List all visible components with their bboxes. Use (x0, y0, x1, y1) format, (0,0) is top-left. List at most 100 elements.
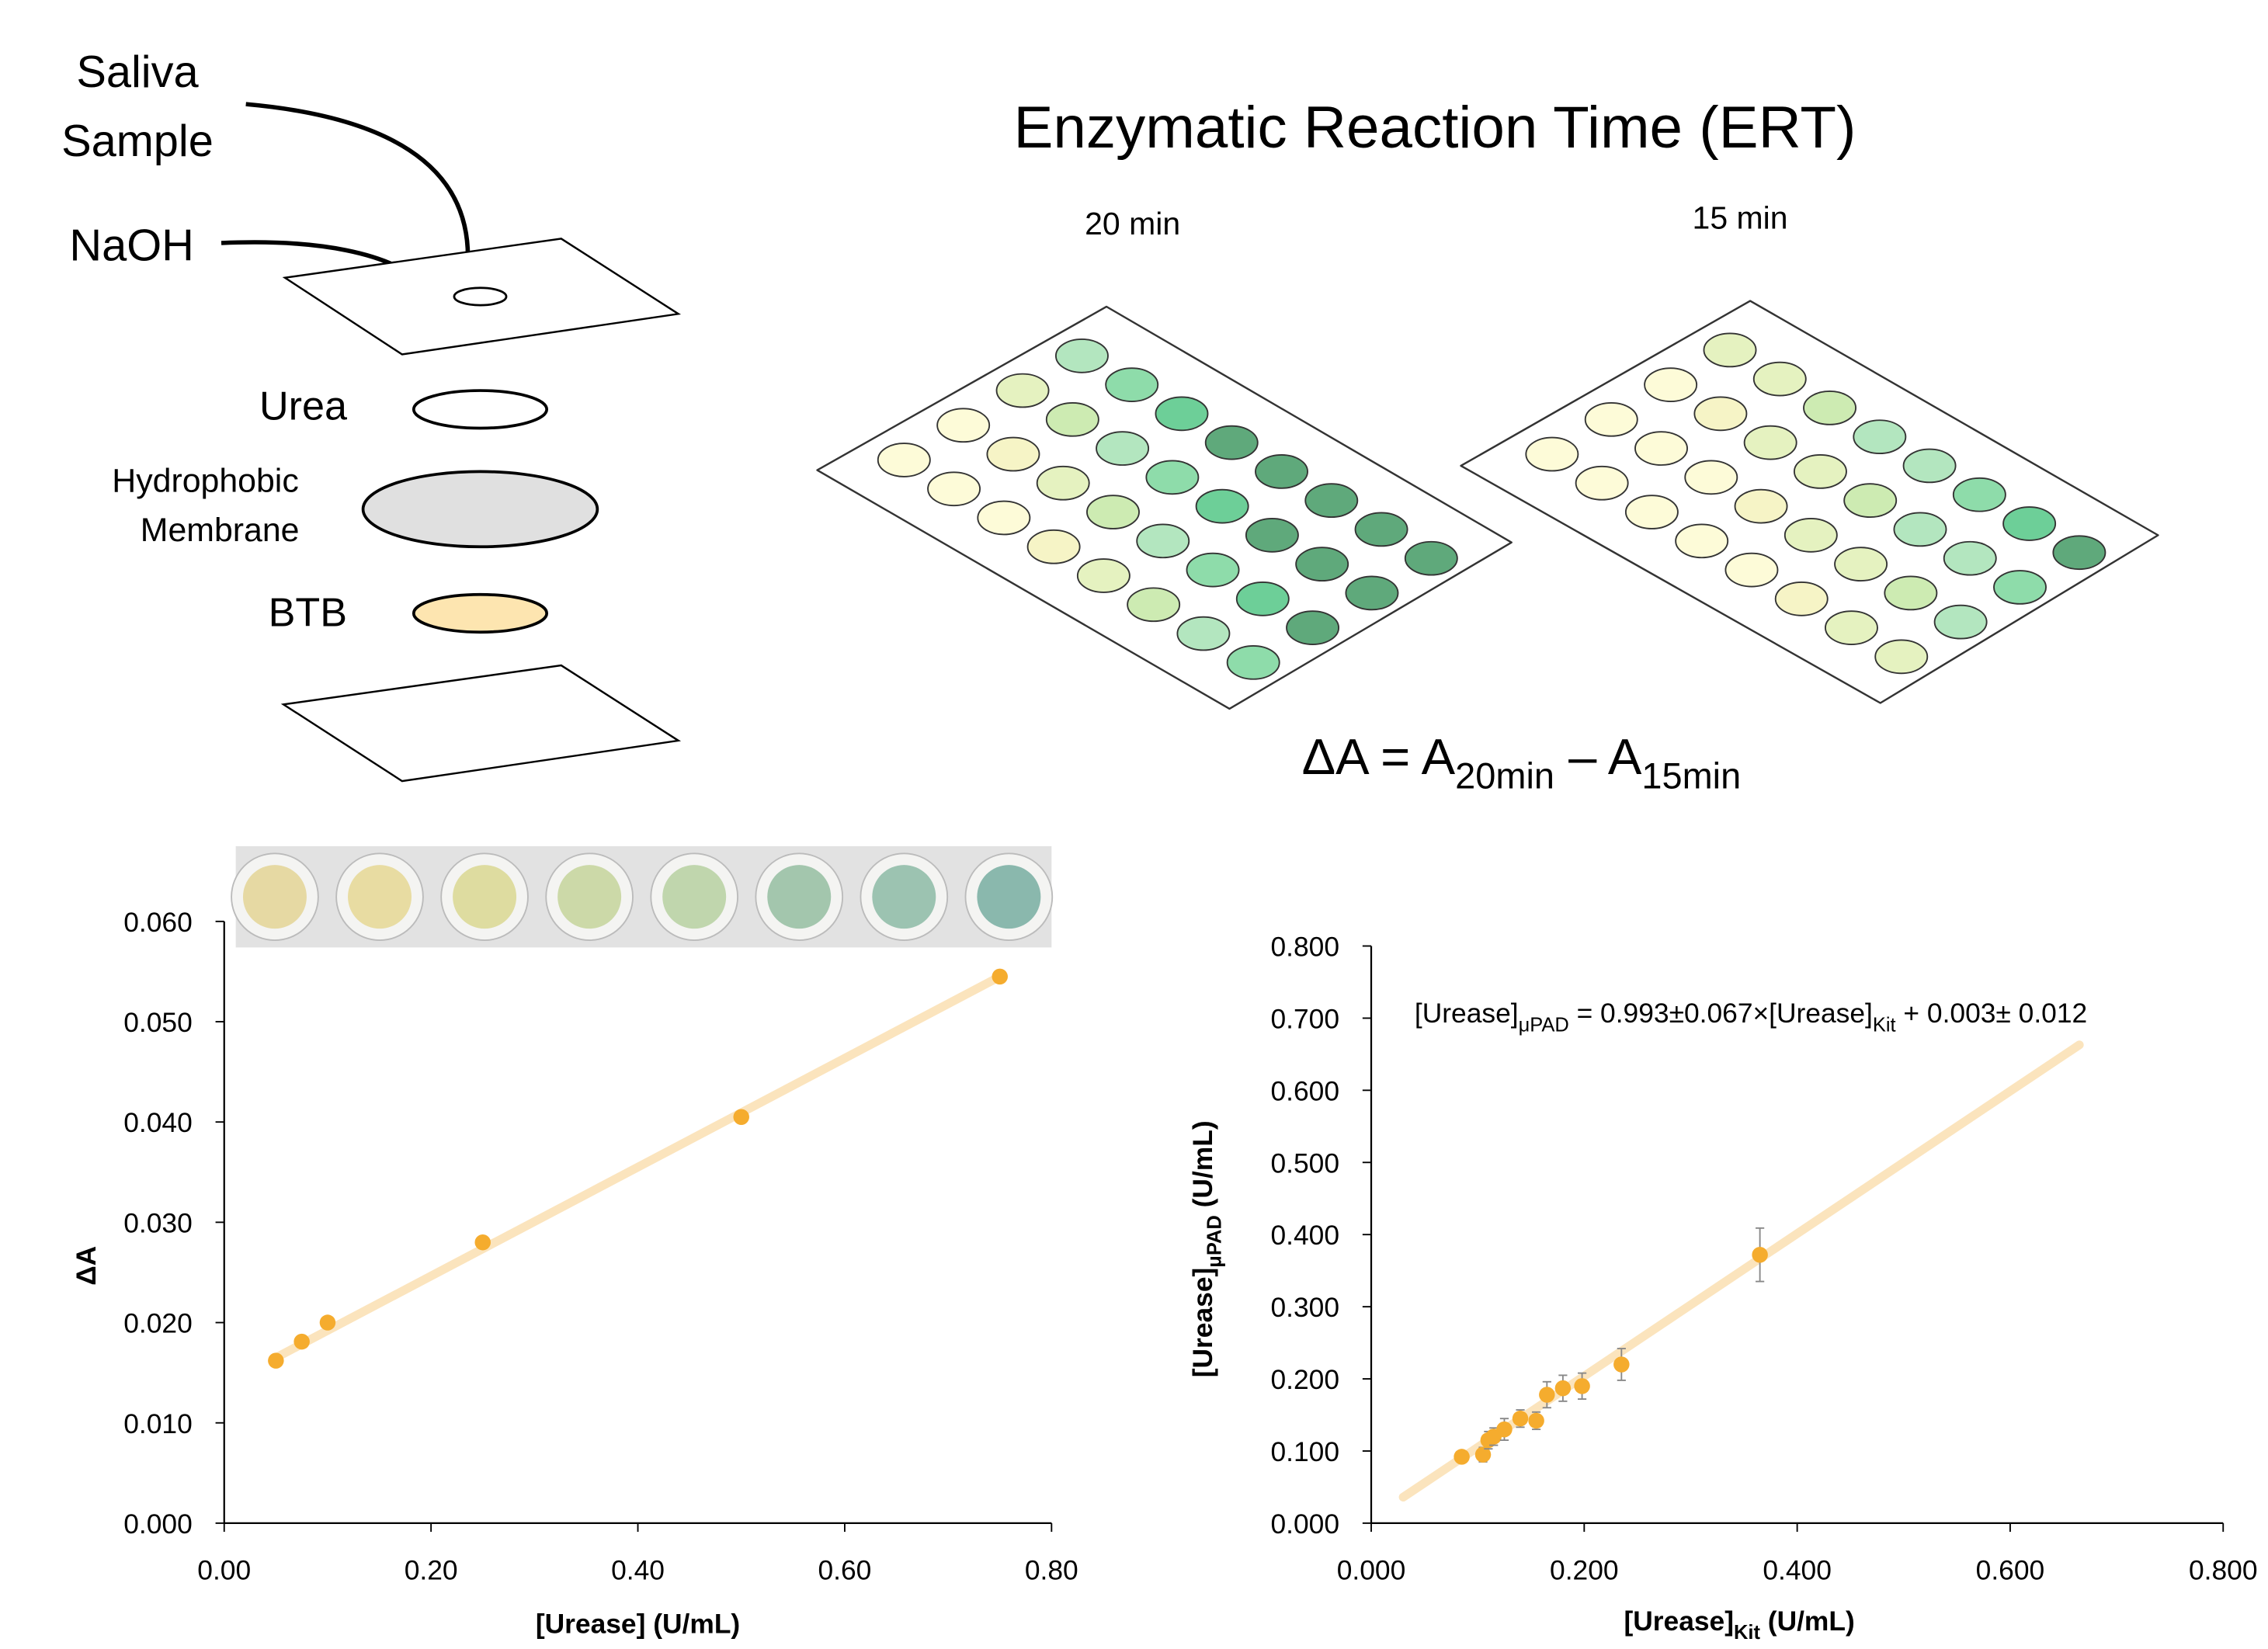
well (1246, 519, 1298, 552)
x-tick-label: 0.200 (1550, 1556, 1619, 1586)
x-tick-label: 0.80 (1025, 1556, 1078, 1586)
x-axis-label: [Urease]Kit (U/mL) (1624, 1606, 1854, 1644)
membrane-label: Hydrophobic (112, 462, 298, 499)
y-axis-label: ΔA (71, 1246, 102, 1286)
well (1087, 495, 1139, 529)
plate (818, 307, 1512, 709)
well (1096, 432, 1148, 465)
data-point (1496, 1422, 1512, 1437)
data-point (1454, 1449, 1469, 1464)
spot (557, 865, 621, 929)
well (1776, 582, 1828, 616)
well (2003, 507, 2055, 540)
well (1305, 484, 1357, 517)
text-part: (U/mL) (1760, 1606, 1855, 1637)
bottom-sheet (283, 665, 679, 781)
eq-part: – A (1554, 728, 1642, 785)
sample-label: Saliva (76, 47, 199, 97)
membrane-label: Membrane (141, 512, 300, 549)
eq-sub: 15min (1641, 755, 1741, 796)
data-point (320, 1314, 335, 1330)
well (1676, 524, 1728, 557)
subscript: μPAD (1519, 1014, 1569, 1036)
membrane-layer (363, 471, 598, 547)
spot (662, 865, 726, 929)
page: Saliva Sample NaOH Urea Hydrophobic Memb… (0, 0, 2268, 1649)
well (1237, 582, 1289, 616)
naoh-label: NaOH (69, 220, 193, 270)
well (1994, 571, 2046, 604)
well (1754, 363, 1806, 396)
y-tick-label: 0.100 (1271, 1437, 1340, 1467)
well (878, 443, 930, 477)
well (1844, 484, 1896, 517)
data-point (1528, 1413, 1544, 1429)
well (1645, 368, 1697, 401)
y-tick-label: 0.000 (123, 1509, 193, 1540)
y-tick-label: 0.040 (123, 1108, 193, 1138)
spot (767, 865, 831, 929)
well (1047, 403, 1099, 436)
well (1056, 339, 1108, 373)
eq-sub: 20min (1455, 755, 1554, 796)
text-part: (U/mL) (1188, 1120, 1218, 1215)
well (1078, 559, 1130, 592)
well (1287, 611, 1339, 644)
well (1825, 611, 1877, 644)
y-tick-label: 0.060 (123, 908, 193, 938)
well (1685, 460, 1737, 494)
well (1704, 333, 1756, 366)
urea-label: Urea (259, 384, 347, 429)
spot (243, 865, 307, 929)
well (1186, 554, 1238, 587)
btb-layer (414, 595, 547, 632)
well (1296, 547, 1348, 581)
urea-layer (414, 391, 547, 428)
text-part: [Urease] (1624, 1606, 1734, 1637)
well (1526, 438, 1578, 471)
well (987, 438, 1039, 471)
well (1626, 495, 1678, 529)
data-point (474, 1234, 490, 1250)
x-tick-label: 0.60 (818, 1556, 871, 1586)
well (1794, 455, 1846, 488)
spot (453, 865, 516, 929)
x-tick-label: 0.000 (1337, 1556, 1406, 1586)
well (1835, 547, 1887, 581)
well (1725, 554, 1777, 587)
y-tick-label: 0.800 (1271, 932, 1340, 963)
subscript: μPAD (1203, 1215, 1225, 1267)
x-tick-label: 0.20 (405, 1556, 458, 1586)
plate-label: 15 min (1693, 200, 1788, 235)
y-tick-label: 0.300 (1271, 1293, 1340, 1323)
well (1356, 512, 1408, 546)
y-tick-label: 0.400 (1271, 1220, 1340, 1251)
y-tick-label: 0.200 (1271, 1365, 1340, 1395)
eq-part: ΔA = A (1302, 728, 1456, 785)
well (1853, 420, 1905, 453)
well (1954, 478, 2006, 512)
subscript: Kit (1734, 1622, 1760, 1644)
well (997, 374, 1049, 408)
spot (977, 865, 1040, 929)
y-tick-label: 0.500 (1271, 1148, 1340, 1179)
sample-label: Sample (61, 116, 214, 166)
delta-equation: ΔA = A20min – A15min (1302, 728, 1742, 797)
x-tick-label: 0.800 (2189, 1556, 2258, 1586)
well (1037, 467, 1089, 500)
data-point (992, 969, 1007, 984)
y-tick-label: 0.700 (1271, 1004, 1340, 1034)
well (1785, 519, 1837, 552)
subscript: Kit (1873, 1014, 1896, 1036)
y-axis-label: [Urease]μPAD (U/mL) (1188, 1120, 1225, 1377)
well (1146, 460, 1198, 494)
well (1735, 490, 1787, 523)
spot (872, 865, 936, 929)
well (1137, 524, 1189, 557)
data-point (733, 1109, 748, 1124)
x-tick-label: 0.600 (1976, 1556, 2045, 1586)
data-point (1752, 1247, 1767, 1262)
y-tick-label: 0.600 (1271, 1076, 1340, 1106)
plate-label: 20 min (1085, 206, 1180, 241)
text-part: [Urease] (1415, 998, 1519, 1029)
